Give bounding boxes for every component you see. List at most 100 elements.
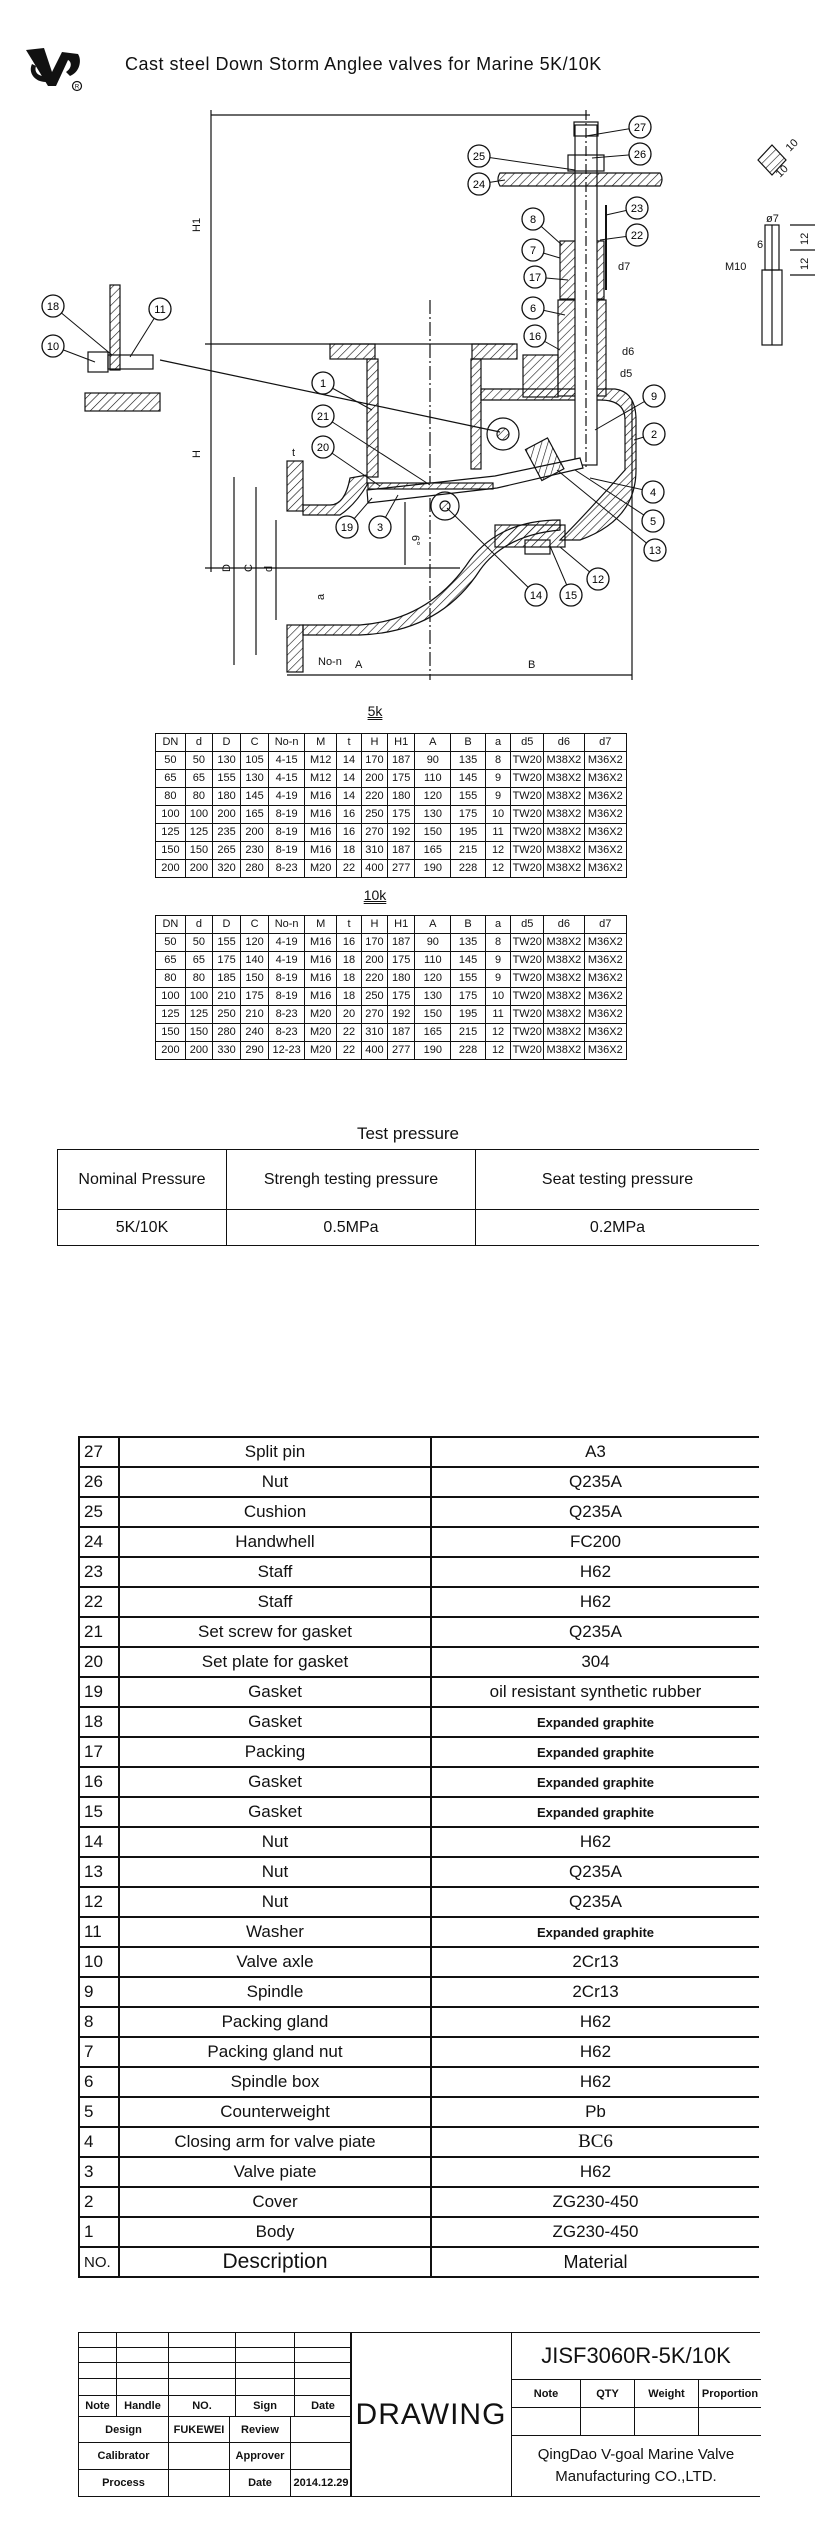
table-cell: 80: [184, 787, 213, 806]
table-cell: TW20: [510, 951, 545, 970]
table-cell: 120: [414, 787, 452, 806]
table-cell: 155: [450, 969, 486, 988]
column-header: d: [184, 733, 213, 752]
parts-row: 4 Closing arm for valve piate BC6: [78, 2126, 759, 2158]
table-cell: M38X2: [543, 805, 585, 824]
callout-24: 24: [467, 172, 506, 196]
table-cell: 155: [450, 787, 486, 806]
title-block-design: Design: [78, 2416, 169, 2443]
callout-circle: [335, 515, 359, 539]
table-cell: 175: [450, 987, 486, 1006]
callout-14: 14: [446, 507, 548, 607]
callout-25: 25: [467, 144, 576, 171]
table-cell: 320: [211, 859, 242, 878]
table-cell: 20: [336, 1005, 362, 1024]
callout-leader-line: [446, 507, 537, 596]
revision-cell: [294, 2347, 352, 2363]
header-nominal-pressure: Nominal Pressure: [57, 1149, 227, 1210]
table-cell: 170: [360, 751, 389, 770]
callout-circle: [523, 324, 547, 348]
table-cell: M36X2: [583, 805, 628, 824]
table-cell: 145: [240, 787, 270, 806]
revision-cell: [294, 2332, 352, 2348]
table-cell: 8-23: [268, 1005, 306, 1024]
table-cell: M36X2: [583, 933, 628, 952]
part-description: Packing gland nut: [119, 2036, 432, 2068]
title-block-date-value: 2014.12.29: [290, 2469, 352, 2497]
table-cell: 180: [387, 787, 416, 806]
dim-label-h: H: [191, 450, 203, 458]
parts-row: 11 Washer Expanded graphite: [78, 1916, 759, 1948]
table-cell: 50: [184, 751, 213, 770]
table-cell: 12-23: [268, 1041, 306, 1060]
table-cell: M20: [304, 1023, 338, 1042]
part-material: H62: [431, 1586, 759, 1618]
table-cell: 175: [387, 769, 416, 788]
callout-6: 6: [521, 296, 566, 320]
callout-number: 7: [530, 245, 536, 257]
callout-number: 5: [650, 516, 656, 528]
callout-circle: [641, 480, 665, 504]
column-header: H1: [387, 733, 416, 752]
table-cell: 200: [155, 859, 186, 878]
callout-leader-line: [574, 469, 654, 522]
table-cell: TW20: [510, 1005, 545, 1024]
table-cell: 150: [240, 969, 270, 988]
table-cell: 200: [211, 805, 242, 824]
callout-number: 25: [473, 151, 485, 163]
part-description: Spindle: [119, 1976, 432, 2008]
table-row: 200 200 320 280 8-23 M20 22 400 277 190 228 12 TW20 M…: [155, 859, 628, 878]
callout-circle: [311, 371, 335, 395]
revision-cell: [168, 2378, 236, 2396]
part-number: 13: [78, 1856, 120, 1888]
table-cell: M38X2: [543, 787, 585, 806]
table-cell: 277: [387, 1041, 416, 1060]
table-cell: 80: [155, 787, 186, 806]
column-header: B: [450, 733, 486, 752]
table-cell: 190: [414, 1041, 452, 1060]
table-cell: 200: [155, 1041, 186, 1060]
dim-label-d7: d7: [618, 261, 630, 273]
part-description: Handwhell: [119, 1526, 432, 1558]
callout-26: 26: [591, 142, 652, 166]
callout-circle: [521, 296, 545, 320]
title-block-calibrator: Calibrator: [78, 2442, 169, 2470]
revision-cell: [235, 2378, 295, 2396]
part-description: Set screw for gasket: [119, 1616, 432, 1648]
table-cell: 200: [184, 1041, 213, 1060]
table-cell: 200: [360, 951, 389, 970]
table-cell: 220: [360, 787, 389, 806]
table-cell: 265: [211, 841, 242, 860]
revision-cell: [78, 2332, 117, 2348]
company-line-1: QingDao V-goal Marine Valve: [537, 2446, 735, 2463]
table-cell: 110: [414, 951, 452, 970]
dim-label-12a: 12: [799, 233, 811, 245]
callout-15: 15: [549, 545, 583, 607]
column-header: C: [240, 915, 270, 934]
callout-number: 16: [529, 331, 541, 343]
column-header: d6: [543, 915, 585, 934]
table-cell: M38X2: [543, 1005, 585, 1024]
callout-20: 20: [311, 435, 381, 487]
table-cell: 12: [484, 859, 512, 878]
dim-label-A: A: [355, 659, 363, 671]
table-cell: 4-19: [268, 787, 306, 806]
parts-row: 14 Nut H62: [78, 1826, 759, 1858]
parts-row: 13 Nut Q235A: [78, 1856, 759, 1888]
column-header: d6: [543, 733, 585, 752]
table-cell: M38X2: [543, 951, 585, 970]
callout-number: 12: [592, 574, 604, 586]
callout-number: 20: [317, 442, 329, 454]
part-material: H62: [431, 2066, 759, 2098]
part-number: 3: [78, 2156, 120, 2188]
part-description: Cushion: [119, 1496, 432, 1528]
part-description: Gasket: [119, 1676, 432, 1708]
parts-header-row: NO. Description Material: [78, 2246, 759, 2278]
callout-number: 1: [320, 378, 326, 390]
revision-cell: [294, 2362, 352, 2379]
callout-number: 23: [631, 203, 643, 215]
callout-leader-line: [556, 469, 656, 551]
table-cell: 9: [484, 951, 512, 970]
table-row: 65 65 155 130 4-15 M12 14 200 175 110 145 9 TW20 M38X…: [155, 769, 628, 788]
